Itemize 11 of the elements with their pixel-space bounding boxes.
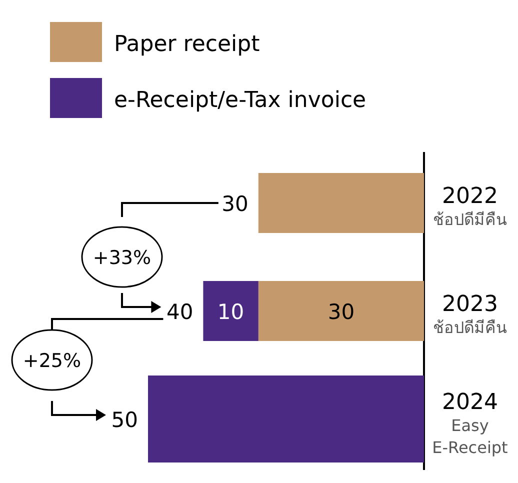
y-tick-label: 2022 ช้อปดีมีคืน — [433, 184, 507, 229]
y-tick-label: 2024 Easy E-Receipt — [432, 390, 508, 457]
data-label: 10 — [217, 300, 244, 324]
total-label: 50 — [111, 408, 138, 432]
total-label: 30 — [222, 192, 248, 216]
legend-label: Paper receipt — [114, 32, 260, 57]
annotation: +33% — [92, 247, 152, 269]
y-tick-label: 2023 ช้อปดีมีคืน — [433, 292, 507, 337]
total-label: 40 — [166, 300, 194, 324]
legend-label: e-Receipt/e-Tax invoice — [114, 88, 366, 113]
data-label: 30 — [328, 300, 355, 324]
